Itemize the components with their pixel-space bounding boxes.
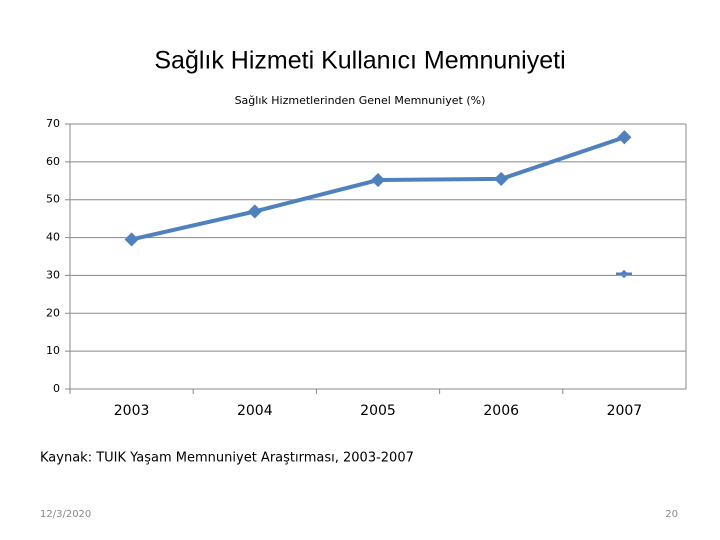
y-tick-label: 20	[46, 306, 60, 319]
series-line	[131, 135, 626, 242]
legend-swatch	[616, 269, 632, 279]
point	[247, 204, 262, 219]
x-tick-label: 2007	[607, 403, 643, 419]
y-tick-label: 30	[46, 268, 60, 281]
source: Kaynak: TUIK Yaşam Memnuniyet Araştırmas…	[40, 451, 414, 466]
y-tick-label: 60	[46, 155, 60, 168]
y-tick-label: 50	[46, 193, 60, 206]
point	[370, 172, 386, 188]
point	[494, 171, 509, 186]
chart-title: Sağlık Hizmetlerinden Genel Memnuniyet (…	[235, 94, 486, 107]
x-tick-label: 2003	[114, 403, 150, 419]
y-tick-label: 40	[46, 231, 60, 244]
point	[617, 130, 632, 145]
page-number: 20	[665, 509, 678, 520]
y-tick-label: 0	[53, 382, 60, 395]
x-tick-label: 2004	[237, 403, 273, 419]
y-tick-label: 70	[46, 117, 60, 130]
date: 12/3/2020	[40, 509, 91, 520]
slide-title: Sağlık Hizmeti Kullanıcı Memnuniyeti	[154, 47, 565, 75]
y-tick-label: 10	[46, 344, 60, 357]
x-tick-label: 2006	[483, 403, 519, 419]
x-tick-label: 2005	[360, 403, 396, 419]
point	[124, 232, 139, 247]
